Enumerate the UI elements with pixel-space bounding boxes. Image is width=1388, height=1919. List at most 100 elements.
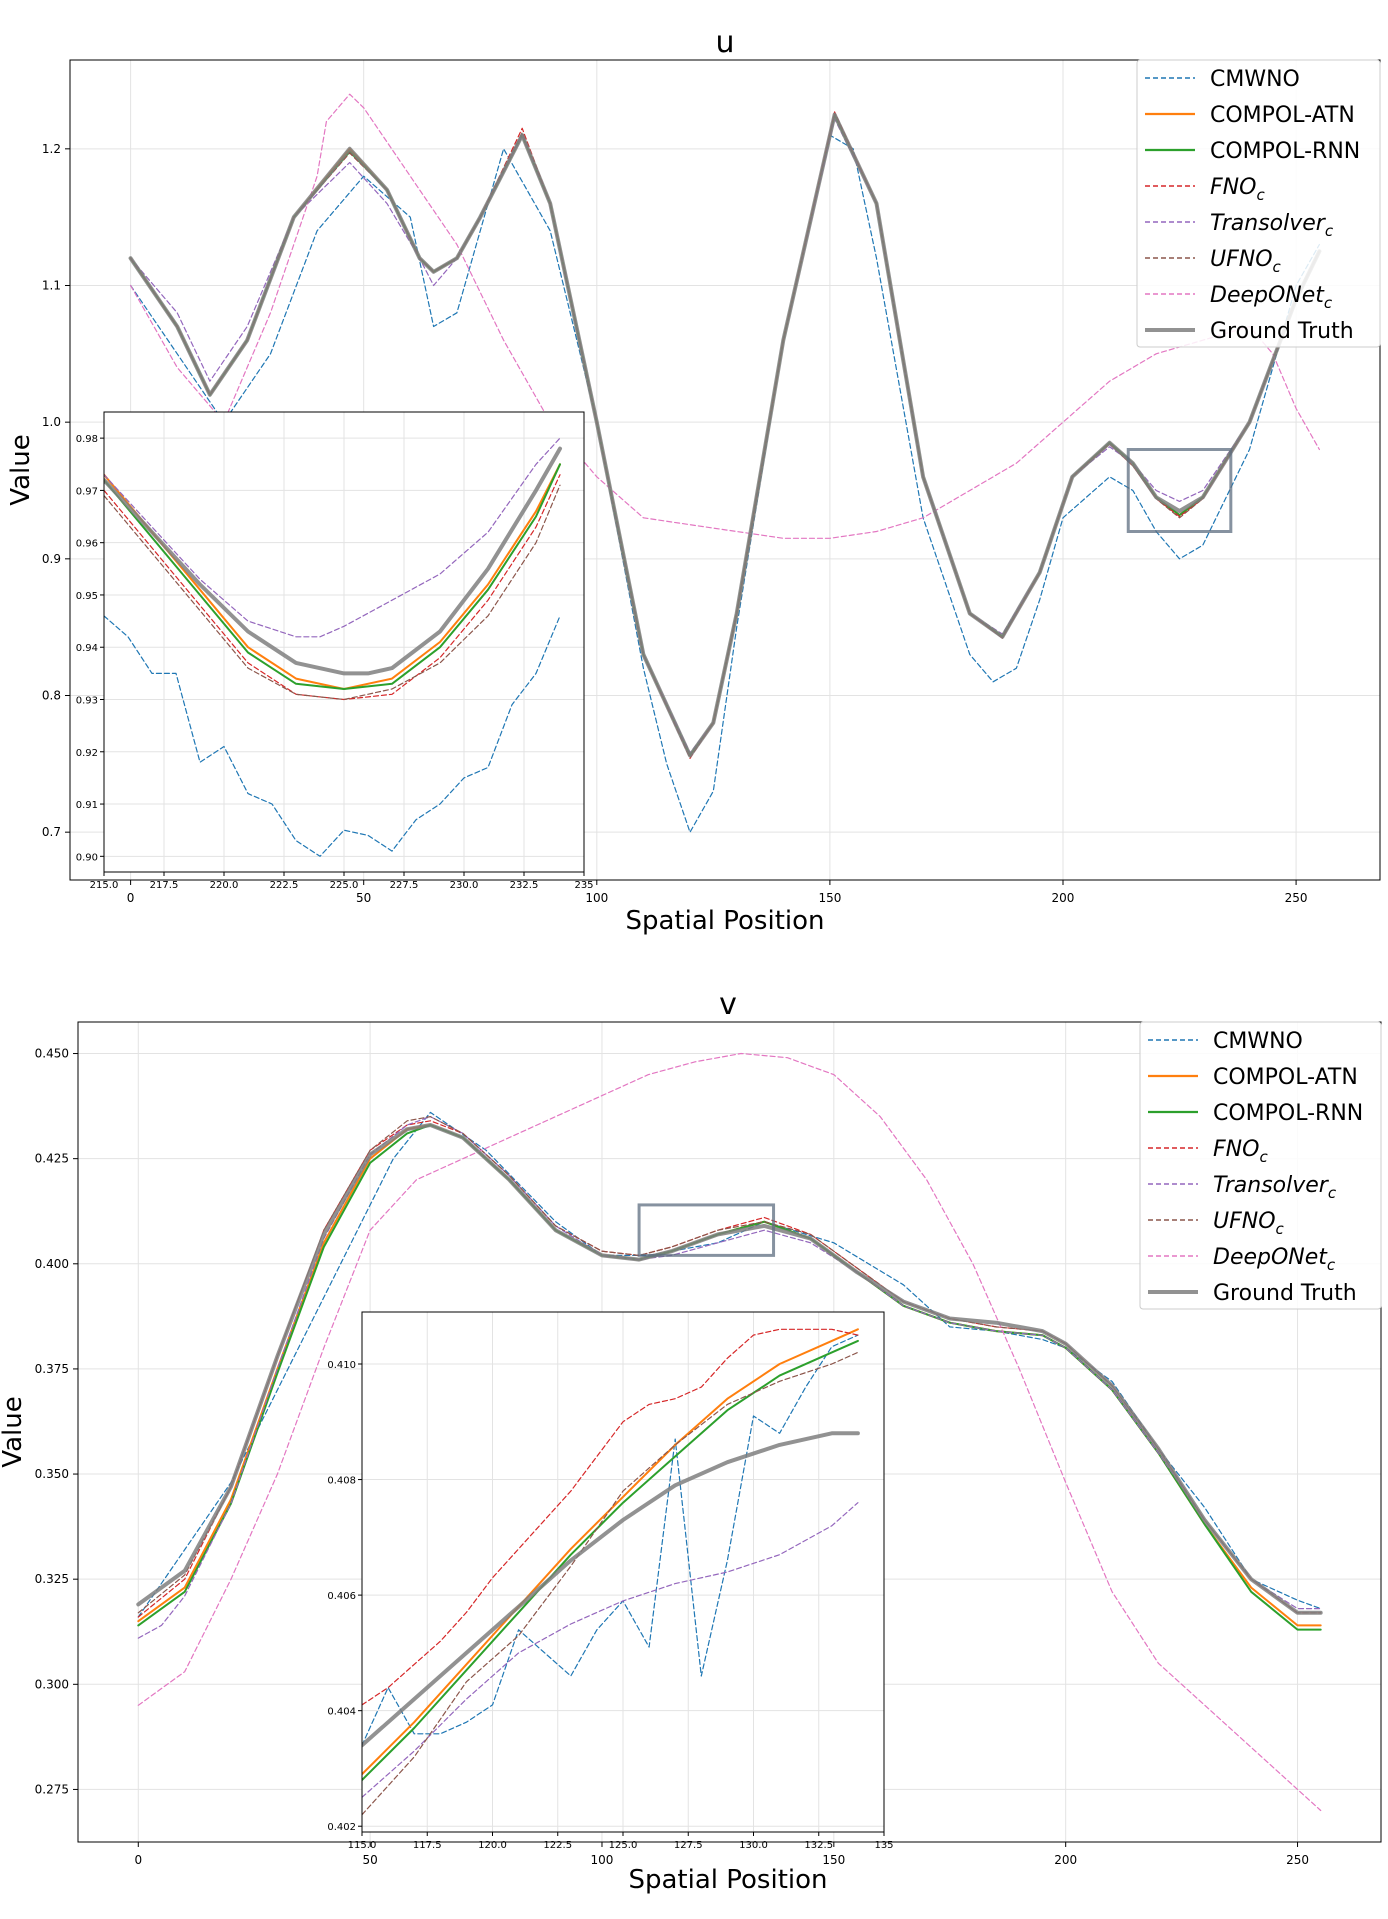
inset-y-tick-label: 0.406 <box>327 1591 356 1602</box>
y-tick-label: 1.2 <box>42 142 61 156</box>
chart-v-ticks: 0 50 100 150 200 250 0.275 0.300 0.325 0.350 0.375… <box>35 1047 1309 1867</box>
legend-label: COMPOL-RNN <box>1213 1101 1363 1126</box>
y-tick-label: 0.375 <box>35 1362 69 1376</box>
x-tick-label: 100 <box>585 891 608 905</box>
series-line-deeponet-c <box>137 1052 1322 1812</box>
inset-x-tick-label: 122.5 <box>543 1840 572 1851</box>
x-tick-label: 250 <box>1285 891 1308 905</box>
inset-series-line-transolver-c <box>362 1502 859 1798</box>
inset-x-tick-label: 230.0 <box>450 880 479 891</box>
x-tick-label: 0 <box>127 891 135 905</box>
inset-series-line-compol-rnn <box>362 1339 859 1781</box>
chart-u-ylabel: Value <box>6 434 36 505</box>
inset-y-tick-label: 0.91 <box>76 800 98 811</box>
legend-label: FNOc <box>1213 1137 1268 1166</box>
inset-x-tick-label: 217.5 <box>150 880 179 891</box>
legend-label: Ground Truth <box>1213 1281 1357 1306</box>
inset-series-line-cmwno <box>104 615 561 857</box>
inset-series-group <box>362 1328 860 1816</box>
x-tick-label: 50 <box>362 1853 377 1867</box>
inset-y-tick-label: 0.98 <box>76 434 98 445</box>
chart-u-frame <box>69 59 1381 881</box>
x-tick-label: 50 <box>356 891 371 905</box>
inset-x-tick-label: 130.0 <box>739 1840 768 1851</box>
inset-series-line-ufno-c <box>362 1351 859 1816</box>
legend-label: CMWNO <box>1213 1029 1303 1054</box>
inset-x-tick-label: 115.0 <box>348 1840 377 1851</box>
inset-y-tick-label: 0.97 <box>76 486 98 497</box>
inset-y-tick-label: 0.402 <box>327 1822 356 1833</box>
chart-v-frame <box>77 1021 1382 1843</box>
chart-u-ticks: 0 50 100 150 200 250 0.7 0.8 0.9 1.0 1.1 1.2 <box>42 142 1308 905</box>
chart-v-title: v <box>719 987 737 1022</box>
chart-v-legend-box <box>1139 1021 1382 1310</box>
inset-series-line-transolver-c <box>104 437 561 638</box>
inset-series-line-fno-c <box>362 1328 859 1706</box>
chart-v: 0 50 100 150 200 250 0.275 0.300 0.325 0.350 0.375… <box>0 987 1382 1895</box>
legend-label: COMPOL-ATN <box>1213 1065 1358 1090</box>
chart-u-title: u <box>715 25 734 60</box>
inset-series-line-cmwno <box>362 1334 859 1746</box>
legend-label: Transolverc <box>1210 211 1334 240</box>
inset-x-tick-label: 227.5 <box>390 880 419 891</box>
chart-v-inset: 115.0 117.5 120.0 122.5 125.0 127.5 130.0 132.5… <box>327 1311 894 1851</box>
y-tick-label: 0.300 <box>35 1677 69 1691</box>
chart-u-legend-items: CMWNO COMPOL-ATN COMPOL-RNN FNOc Transolverc… <box>1145 67 1360 344</box>
chart-u-inset: 215.0 217.5 220.0 222.5 225.0 227.5 230.0 232.5… <box>76 411 594 891</box>
inset-y-tick-label: 0.410 <box>327 1360 356 1371</box>
inset-series-line-ufno-c <box>104 484 561 701</box>
inset-x-tick-label: 222.5 <box>270 880 299 891</box>
legend-label: FNOc <box>1210 175 1265 204</box>
x-tick-label: 200 <box>1052 891 1075 905</box>
legend-label: COMPOL-RNN <box>1210 139 1360 164</box>
inset-x-tick-label: 127.5 <box>674 1840 703 1851</box>
chart-v-inset-series <box>362 1328 860 1816</box>
inset-x-tick-label: 117.5 <box>413 1840 442 1851</box>
y-tick-label: 0.325 <box>35 1572 69 1586</box>
inset-x-tick-label: 220.0 <box>210 880 239 891</box>
x-tick-label: 150 <box>822 1853 845 1867</box>
inset-x-tick-label: 132.5 <box>804 1840 833 1851</box>
chart-v-zoom-box <box>637 1203 776 1257</box>
legend-label: COMPOL-ATN <box>1210 103 1355 128</box>
x-tick-label: 150 <box>818 891 841 905</box>
chart-u: 0 50 100 150 200 250 0.7 0.8 0.9 1.0 1.1 1.2 u Spat… <box>6 25 1381 936</box>
x-tick-label: 250 <box>1286 1853 1309 1867</box>
y-tick-label: 1.1 <box>42 279 61 293</box>
chart-u-series <box>128 93 1322 833</box>
legend-label: CMWNO <box>1210 67 1300 92</box>
y-tick-label: 0.425 <box>35 1152 69 1166</box>
y-tick-label: 1.0 <box>42 415 61 429</box>
inset-y-tick-label: 0.408 <box>327 1476 356 1487</box>
inset-x-tick-label: 235 <box>574 880 593 891</box>
inset-series-line-compol-rnn <box>104 463 561 690</box>
chart-v-inset-grid <box>361 1312 885 1832</box>
inset-y-tick-label: 0.96 <box>76 539 98 550</box>
y-tick-label: 0.8 <box>42 689 61 703</box>
chart-u-inset-ticks: 215.0 217.5 220.0 222.5 225.0 227.5 230.0 232.5… <box>76 434 594 891</box>
inset-series-group <box>104 437 562 857</box>
inset-series-line-compol-atn <box>362 1328 859 1776</box>
y-tick-label: 0.400 <box>35 1257 69 1271</box>
inset-x-tick-label: 225.0 <box>330 880 359 891</box>
chart-u-inset-series <box>104 437 562 857</box>
inset-y-tick-label: 0.404 <box>327 1707 356 1718</box>
legend-label: Ground Truth <box>1210 319 1354 344</box>
inset-y-tick-label: 0.94 <box>76 643 98 654</box>
chart-v-legend-items: CMWNO COMPOL-ATN COMPOL-RNN FNOc Transolverc… <box>1148 1029 1363 1306</box>
legend-label: DeepONetc <box>1210 283 1333 312</box>
chart-v-inset-ticks: 115.0 117.5 120.0 122.5 125.0 127.5 130.0 132.5… <box>327 1360 893 1851</box>
chart-v-xlabel: Spatial Position <box>628 1865 827 1895</box>
y-tick-label: 0.450 <box>35 1047 69 1061</box>
series-line-deeponet-c <box>130 93 1321 539</box>
inset-x-tick-label: 120.0 <box>478 1840 507 1851</box>
y-tick-label: 0.9 <box>42 552 61 566</box>
legend-label: DeepONetc <box>1213 1245 1336 1274</box>
chart-v-ylabel: Value <box>0 1396 28 1467</box>
chart-u-xlabel: Spatial Position <box>625 906 824 936</box>
chart-v-series <box>136 1052 1323 1812</box>
inset-y-tick-label: 0.95 <box>76 591 98 602</box>
inset-y-tick-label: 0.92 <box>76 748 98 759</box>
inset-y-tick-label: 0.93 <box>76 696 98 707</box>
